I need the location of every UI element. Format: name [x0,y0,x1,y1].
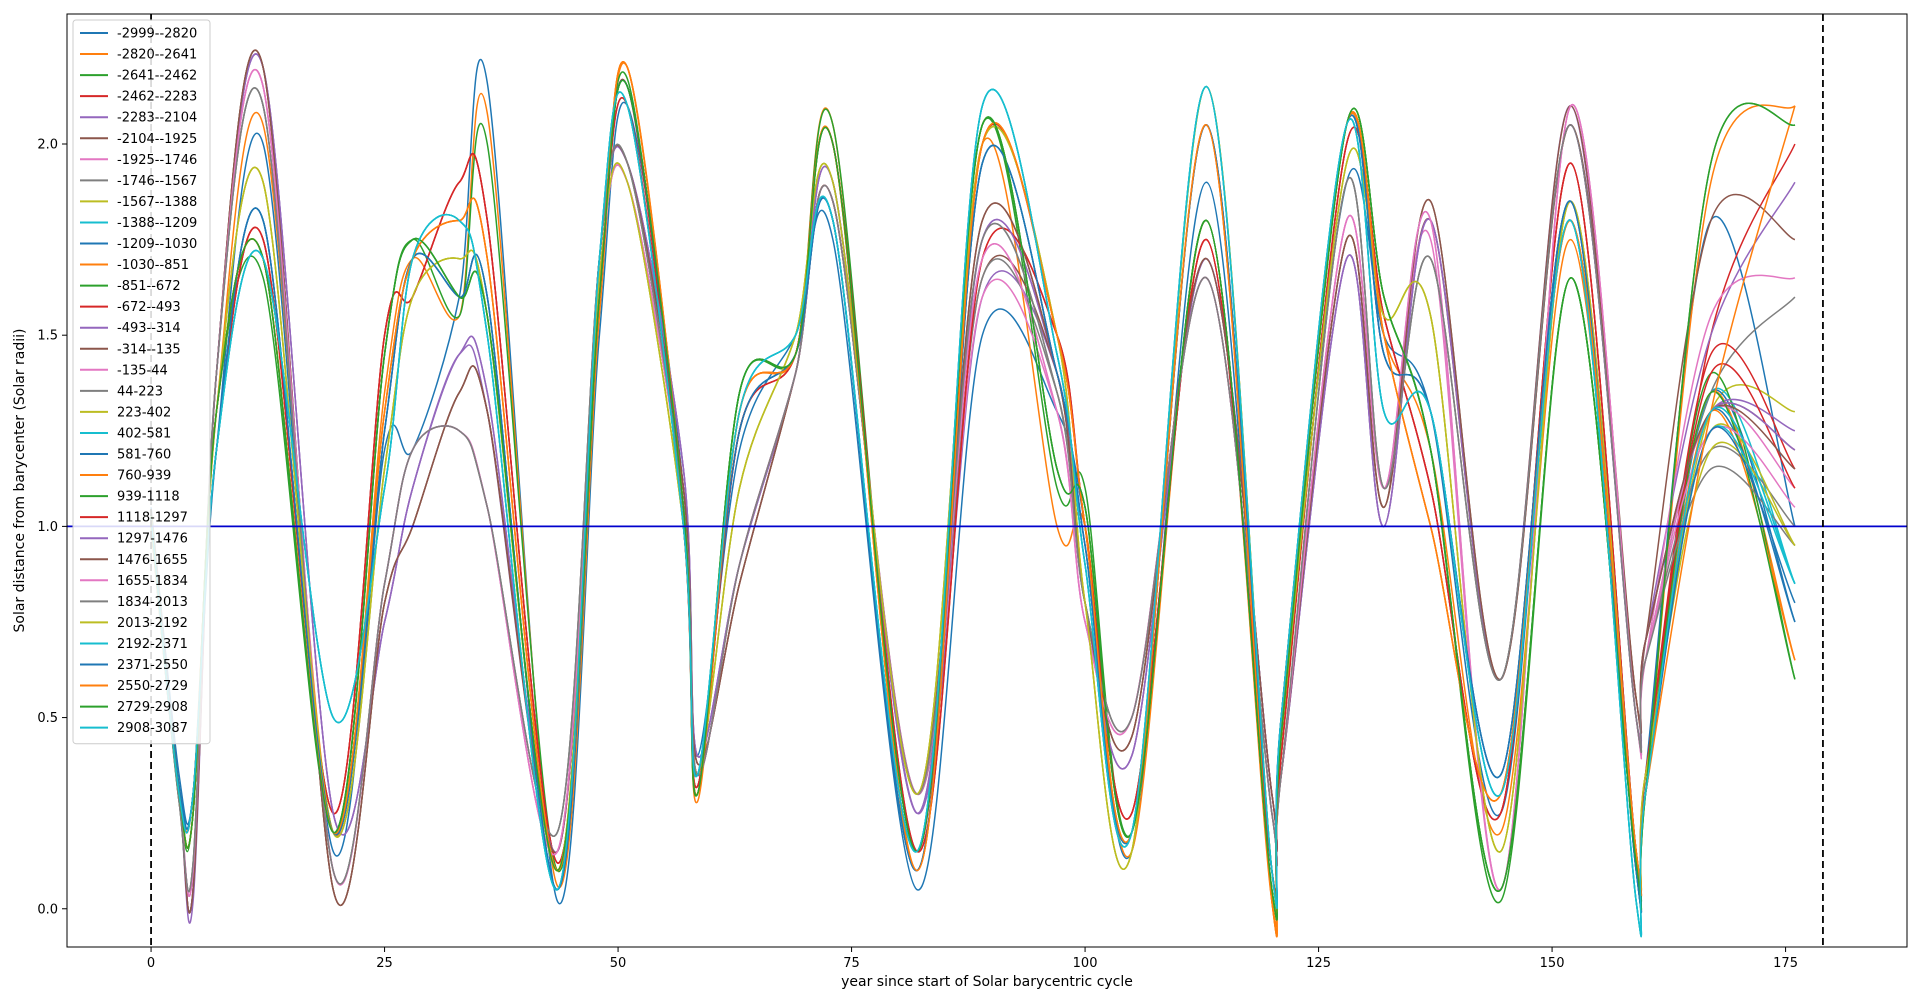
legend-label-9: -1388--1209 [117,216,197,231]
legend-label-25: 1476-1655 [117,553,188,568]
x-axis-label: year since start of Solar barycentric cy… [841,974,1133,990]
legend-box [72,19,211,745]
x-tick-label: 75 [843,956,860,971]
x-tick-label: 25 [376,956,393,971]
legend-label-22: 939-1118 [117,490,180,505]
legend-label-17: 44-223 [117,384,163,399]
x-tick-label: 100 [1073,956,1098,971]
legend-label-0: -2999--2820 [117,27,197,42]
legend-label-12: -851--672 [117,279,181,294]
legend-label-30: 2371-2550 [117,658,188,673]
legend-label-18: 223-402 [117,405,171,420]
legend-label-29: 2192-2371 [117,637,188,652]
y-tick-label: 0.5 [37,711,58,726]
legend-label-33: 2908-3087 [117,721,188,736]
x-tick-label: 175 [1773,956,1798,971]
legend-label-2: -2641--2462 [117,69,197,84]
y-tick-label: 0.0 [37,902,58,917]
legend-label-28: 2013-2192 [117,616,188,631]
legend-label-19: 402-581 [117,426,171,441]
y-tick-label: 2.0 [37,138,58,153]
legend-label-8: -1567--1388 [117,195,197,210]
legend-label-16: -135-44 [117,363,168,378]
legend-label-13: -672--493 [117,300,181,315]
legend-label-7: -1746--1567 [117,174,197,189]
legend-label-11: -1030--851 [117,258,189,273]
y-tick-label: 1.0 [37,520,58,535]
legend-label-26: 1655-1834 [117,574,188,589]
series-line-32 [150,79,1796,921]
x-tick-label: 50 [610,956,627,971]
y-axis-label: Solar distance from barycenter (Solar ra… [12,329,28,633]
legend-label-4: -2283--2104 [117,111,197,126]
legend-label-5: -2104--1925 [117,132,197,147]
y-tick-label: 1.5 [37,329,58,344]
x-tick-label: 125 [1306,956,1331,971]
legend-label-24: 1297-1476 [117,532,188,547]
legend-label-31: 2550-2729 [117,679,188,694]
legend-label-3: -2462--2283 [117,90,197,105]
legend-label-14: -493--314 [117,321,181,336]
x-tick-label: 150 [1540,956,1565,971]
series-line-31 [150,61,1796,938]
legend-label-23: 1118-1297 [117,511,188,526]
series-line-1 [150,62,1796,928]
series-line-33 [150,85,1796,937]
legend-label-20: 581-760 [117,448,171,463]
legend-label-21: 760-939 [117,469,171,484]
legend-label-6: -1925--1746 [117,153,197,168]
plot-frame [66,13,1908,948]
legend-label-10: -1209--1030 [117,237,197,252]
legend-label-27: 1834-2013 [117,595,188,610]
legend-label-1: -2820--2641 [117,48,197,63]
series-group [150,49,1796,938]
legend-label-15: -314--135 [117,342,181,357]
legend-label-32: 2729-2908 [117,700,188,715]
x-tick-label: 0 [147,956,155,971]
